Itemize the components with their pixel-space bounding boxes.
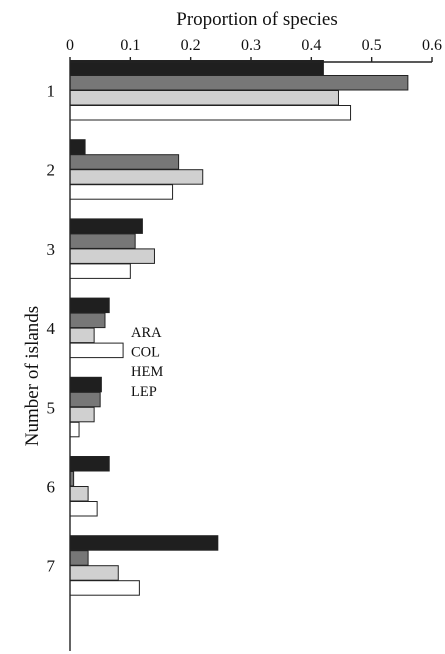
bar-group-7 xyxy=(69,535,219,596)
bar-col-4 xyxy=(69,312,106,329)
bar-group-6 xyxy=(69,456,110,517)
bar-ara-3 xyxy=(69,218,143,234)
category-label: 2 xyxy=(47,161,56,180)
bar-hem-4 xyxy=(69,327,95,344)
bar-group-4 xyxy=(69,297,124,359)
y-axis-title: Number of islands xyxy=(22,306,43,446)
x-tick-label: 0.5 xyxy=(362,37,382,54)
category-label: 1 xyxy=(47,82,56,101)
bar-hem-3 xyxy=(69,248,155,264)
bar-groups xyxy=(69,60,409,596)
bar-lep-1 xyxy=(69,105,352,121)
bar-group-2 xyxy=(69,139,204,200)
x-tick-label: 0 xyxy=(66,37,74,54)
bar-col-2 xyxy=(69,154,180,170)
bar-lep-7 xyxy=(69,580,140,596)
bar-ara-5 xyxy=(69,376,102,393)
bar-ara-7 xyxy=(69,535,219,551)
bar-col-1 xyxy=(69,75,409,91)
bar-ara-4 xyxy=(69,297,110,314)
x-tick-label: 0.2 xyxy=(181,37,201,54)
category-label: 6 xyxy=(47,478,56,497)
bar-col-5 xyxy=(69,391,101,408)
x-tick-label: 0.4 xyxy=(301,37,321,54)
bar-hem-6 xyxy=(69,486,89,502)
bar-hem-1 xyxy=(69,90,339,106)
x-tick-label: 0.1 xyxy=(120,37,140,54)
bar-hem-7 xyxy=(69,565,119,581)
bar-hem-2 xyxy=(69,169,204,185)
bar-lep-2 xyxy=(69,184,174,200)
legend-label-col: COL xyxy=(131,345,160,361)
category-label: 3 xyxy=(47,240,56,259)
bar-group-5 xyxy=(69,376,102,438)
bar-lep-3 xyxy=(69,263,131,279)
x-axis-title: Proportion of species xyxy=(176,9,337,30)
legend-label-ara: ARA xyxy=(131,325,162,341)
bar-ara-6 xyxy=(69,456,110,472)
bar-col-7 xyxy=(69,550,89,566)
bar-group-3 xyxy=(69,218,155,279)
bar-lep-6 xyxy=(69,501,98,517)
bar-lep-4 xyxy=(69,342,124,359)
x-tick-label: 0.6 xyxy=(422,37,442,54)
axes xyxy=(69,61,432,651)
category-label: 7 xyxy=(47,557,56,576)
bar-ara-2 xyxy=(69,139,86,155)
legend-label-hem: HEM xyxy=(131,364,163,380)
legend: ARA COL HEM LEP xyxy=(131,325,163,400)
x-tick-label: 0.3 xyxy=(241,37,261,54)
bar-lep-5 xyxy=(69,421,80,438)
legend-label-lep: LEP xyxy=(131,384,157,400)
x-axis-ticks: 0 0.1 0.2 0.3 0.4 0.5 0.6 xyxy=(66,37,442,62)
category-label: 5 xyxy=(47,398,56,417)
category-label: 4 xyxy=(47,319,56,338)
category-labels: 1 2 3 4 5 6 7 xyxy=(47,82,56,576)
bar-group-1 xyxy=(69,60,409,121)
bar-col-3 xyxy=(69,233,136,249)
bar-hem-5 xyxy=(69,406,95,423)
